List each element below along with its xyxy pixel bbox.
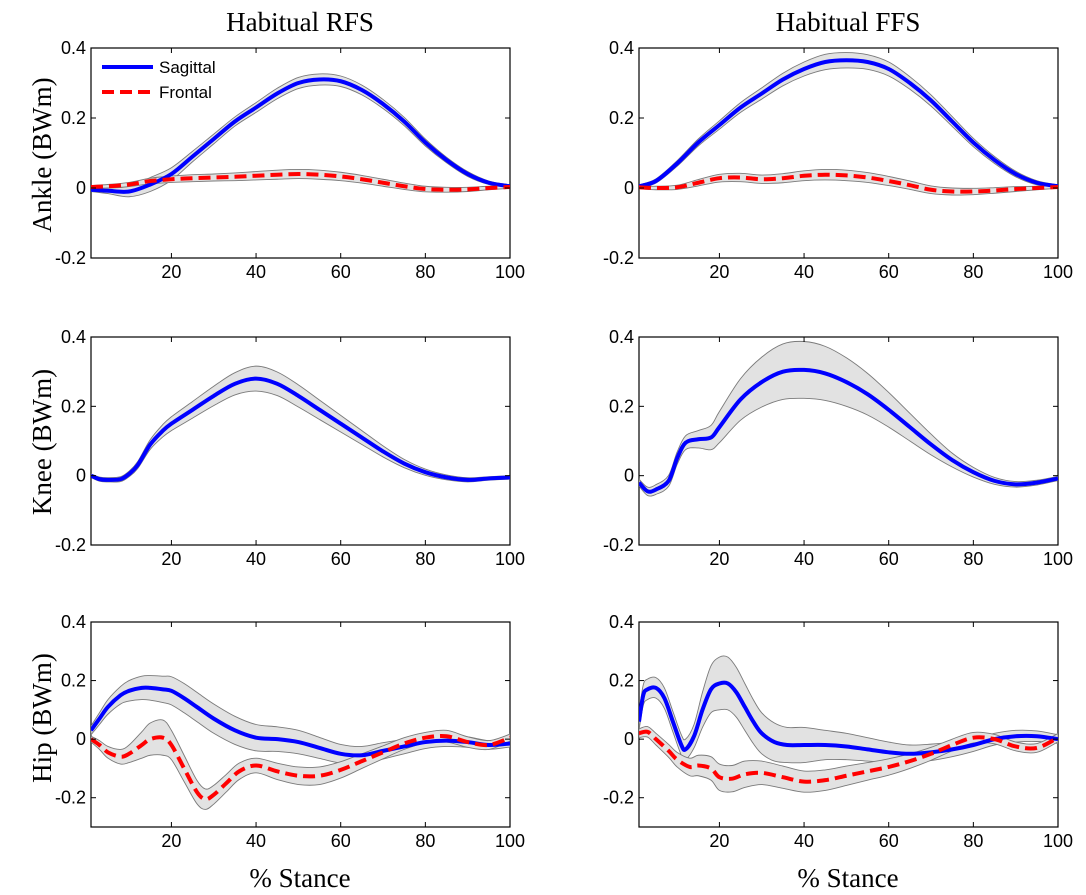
x-tick-label: 60 [879,831,899,851]
plot-area [91,365,510,483]
y-tick-label: 0.2 [61,396,86,416]
y-tick-label: 0 [76,466,86,486]
series-line-sagittal [639,367,1058,494]
series-line-frontal [91,733,510,802]
x-tick-label: 40 [794,831,814,851]
series-line-sagittal [91,685,510,758]
x-tick-label: 60 [331,262,351,282]
x-tick-label: 40 [246,549,266,569]
y-tick-label: 0.4 [609,38,634,58]
y-tick-label: 0.2 [61,671,86,691]
x-tick-label: 80 [415,831,435,851]
sd-band-sagittal [639,655,1058,764]
plot-area [639,52,1058,196]
plot-area [639,340,1058,497]
x-axis-label-rfs: % Stance [249,863,350,893]
y-tick-label: 0.4 [609,327,634,347]
y-tick-label: 0 [624,466,634,486]
x-tick-label: 20 [161,549,181,569]
row-label-ankle: Ankle (BWm) [27,77,57,232]
series-line-frontal [639,172,1058,194]
x-tick-label: 40 [246,831,266,851]
sd-band-sagittal [639,340,1058,497]
y-tick-label: 0 [624,178,634,198]
x-tick-label: 80 [963,549,983,569]
x-tick-label: 60 [331,549,351,569]
x-tick-label: 60 [879,262,899,282]
y-tick-label: 0.2 [61,108,86,128]
y-tick-label: 0.4 [61,38,86,58]
legend: Sagittal Frontal [102,58,216,102]
sd-band-frontal [639,168,1058,196]
plot-area [91,73,510,198]
row-label-hip: Hip (BWm) [27,653,57,783]
row-label-knee: Knee (BWm) [27,369,57,515]
legend-label-sagittal: Sagittal [159,58,216,77]
x-tick-label: 100 [1043,831,1073,851]
x-tick-label: 80 [963,831,983,851]
y-tick-label: 0.2 [609,108,634,128]
sd-band-sagittal [91,73,510,198]
y-tick-label: 0 [76,729,86,749]
x-tick-label: 100 [495,831,525,851]
y-tick-label: 0.4 [609,612,634,632]
x-tick-label: 80 [415,262,435,282]
x-tick-label: 20 [709,831,729,851]
series-line-sagittal [639,680,1058,756]
x-tick-label: 100 [1043,549,1073,569]
y-tick-label: -0.2 [55,535,86,555]
y-tick-label: -0.2 [55,788,86,808]
y-tick-label: 0.4 [61,612,86,632]
x-tick-label: 40 [794,549,814,569]
x-tick-label: 60 [879,549,899,569]
y-tick-label: 0.2 [609,671,634,691]
panel-ankle-ffs: 20 40 60 80 100 -0.2 0 0.2 0.4 [603,38,1073,282]
y-tick-label: 0.4 [61,327,86,347]
y-tick-label: -0.2 [55,248,86,268]
x-tick-label: 80 [963,262,983,282]
axes-frame [90,336,511,546]
x-tick-label: 100 [495,262,525,282]
panel-knee-rfs: 20 40 60 80 100 -0.2 0 0.2 0.4 [55,327,525,569]
panel-knee-ffs: 20 40 60 80 100 -0.2 0 0.2 0.4 [603,327,1073,569]
y-tick-label: 0 [76,178,86,198]
panel-ankle-rfs: 20 40 60 80 100 -0.2 0 0.2 0.4 Sagittal Frontal [55,38,525,282]
x-axis-label-ffs: % Stance [797,863,898,893]
plot-area [639,655,1058,793]
x-tick-label: 60 [331,831,351,851]
x-tick-label: 20 [709,262,729,282]
plot-area [91,675,510,810]
x-tick-label: 80 [415,549,435,569]
x-tick-label: 100 [495,549,525,569]
y-tick-label: 0 [624,729,634,749]
column-title-ffs: Habitual FFS [776,7,921,37]
sd-band-frontal [639,725,1058,793]
panel-hip-rfs: 20 40 60 80 100 -0.2 0 0.2 0.4 [55,612,525,851]
x-tick-label: 40 [794,262,814,282]
series-line-frontal [91,172,510,192]
x-tick-label: 20 [161,831,181,851]
series-line-sagittal [91,376,510,482]
axes-frame [638,621,1059,828]
axes-frame [638,47,1059,259]
y-tick-label: -0.2 [603,535,634,555]
legend-label-frontal: Frontal [159,83,212,102]
panel-hip-ffs: 20 40 60 80 100 -0.2 0 0.2 0.4 [603,612,1073,851]
y-tick-label: -0.2 [603,788,634,808]
x-tick-label: 40 [246,262,266,282]
y-tick-label: 0.2 [609,396,634,416]
series-line-sagittal [639,58,1058,189]
x-tick-label: 20 [709,549,729,569]
y-tick-label: -0.2 [603,248,634,268]
column-title-rfs: Habitual RFS [226,7,374,37]
x-tick-label: 20 [161,262,181,282]
x-tick-label: 100 [1043,262,1073,282]
